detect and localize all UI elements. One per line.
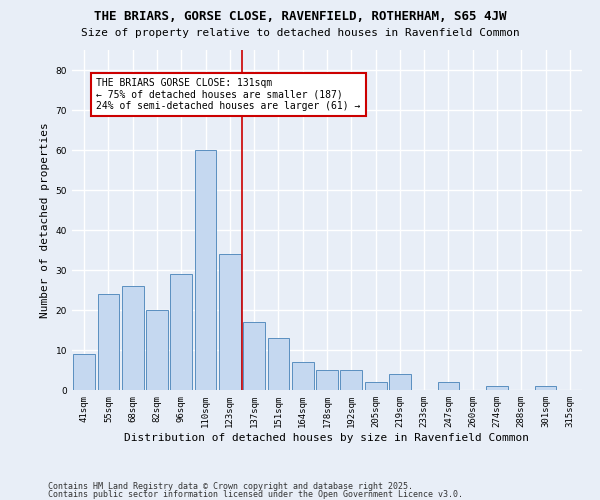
Text: Size of property relative to detached houses in Ravenfield Common: Size of property relative to detached ho… — [80, 28, 520, 38]
Bar — [194, 150, 217, 390]
Text: THE BRIARS GORSE CLOSE: 131sqm
← 75% of detached houses are smaller (187)
24% of: THE BRIARS GORSE CLOSE: 131sqm ← 75% of … — [96, 78, 361, 111]
Bar — [219, 254, 241, 390]
Bar — [122, 286, 143, 390]
Bar — [365, 382, 386, 390]
Bar — [292, 362, 314, 390]
Text: Contains public sector information licensed under the Open Government Licence v3: Contains public sector information licen… — [48, 490, 463, 499]
Bar — [73, 354, 95, 390]
Bar — [170, 274, 192, 390]
Bar — [146, 310, 168, 390]
Bar — [316, 370, 338, 390]
Text: Contains HM Land Registry data © Crown copyright and database right 2025.: Contains HM Land Registry data © Crown c… — [48, 482, 413, 491]
Bar — [97, 294, 119, 390]
Bar — [243, 322, 265, 390]
Bar — [486, 386, 508, 390]
X-axis label: Distribution of detached houses by size in Ravenfield Common: Distribution of detached houses by size … — [125, 432, 530, 442]
Text: THE BRIARS, GORSE CLOSE, RAVENFIELD, ROTHERHAM, S65 4JW: THE BRIARS, GORSE CLOSE, RAVENFIELD, ROT… — [94, 10, 506, 23]
Y-axis label: Number of detached properties: Number of detached properties — [40, 122, 50, 318]
Bar — [340, 370, 362, 390]
Bar — [437, 382, 460, 390]
Bar — [268, 338, 289, 390]
Bar — [535, 386, 556, 390]
Bar — [389, 374, 411, 390]
